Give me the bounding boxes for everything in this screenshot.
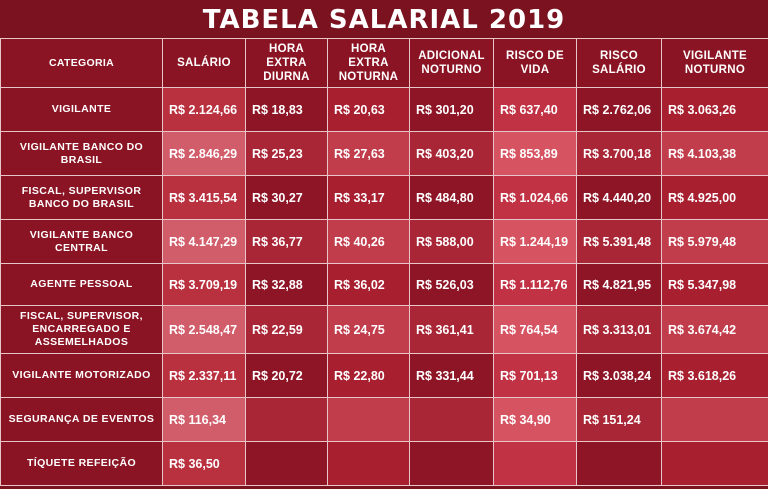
cell-hora-extra-noturna — [327, 441, 410, 486]
cell-hora-extra-noturna: R$ 27,63 — [327, 131, 410, 176]
cell-vigilante-noturno: R$ 3.063,26 — [661, 87, 768, 132]
cell-salario: R$ 36,50 — [162, 441, 246, 486]
header-categoria: CATEGORIA — [0, 38, 163, 88]
cell-adicional-noturno — [409, 441, 494, 486]
cell-vigilante-noturno: R$ 4.925,00 — [661, 175, 768, 220]
row-category: FISCAL, SUPERVISOR BANCO DO BRASIL — [0, 175, 163, 220]
cell-hora-extra-noturna — [327, 397, 410, 442]
cell-vigilante-noturno — [661, 397, 768, 442]
cell-salario: R$ 2.124,66 — [162, 87, 246, 132]
cell-hora-extra-diurna: R$ 22,59 — [245, 305, 328, 354]
cell-adicional-noturno — [409, 397, 494, 442]
cell-risco-salario: R$ 4.821,95 — [576, 263, 662, 306]
row-category: TÍQUETE REFEIÇÃO — [0, 441, 163, 486]
cell-hora-extra-noturna: R$ 24,75 — [327, 305, 410, 354]
cell-risco-salario — [576, 441, 662, 486]
cell-risco-de-vida: R$ 701,13 — [493, 353, 577, 398]
cell-vigilante-noturno: R$ 3.618,26 — [661, 353, 768, 398]
cell-salario: R$ 4.147,29 — [162, 219, 246, 264]
cell-risco-de-vida: R$ 764,54 — [493, 305, 577, 354]
cell-hora-extra-diurna: R$ 20,72 — [245, 353, 328, 398]
table-row: VIGILANTE BANCO DO BRASIL R$ 2.846,29 R$… — [0, 131, 768, 176]
cell-adicional-noturno: R$ 331,44 — [409, 353, 494, 398]
table-row: FISCAL, SUPERVISOR BANCO DO BRASIL R$ 3.… — [0, 175, 768, 220]
table-row: TÍQUETE REFEIÇÃO R$ 36,50 — [0, 441, 768, 486]
cell-hora-extra-diurna: R$ 30,27 — [245, 175, 328, 220]
cell-vigilante-noturno — [661, 441, 768, 486]
cell-vigilante-noturno: R$ 5.347,98 — [661, 263, 768, 306]
header-vigilante-noturno: VIGILANTE NOTURNO — [661, 38, 768, 88]
cell-hora-extra-noturna: R$ 22,80 — [327, 353, 410, 398]
cell-salario: R$ 2.337,11 — [162, 353, 246, 398]
cell-hora-extra-noturna: R$ 36,02 — [327, 263, 410, 306]
cell-risco-de-vida: R$ 853,89 — [493, 131, 577, 176]
table-row: SEGURANÇA DE EVENTOS R$ 116,34 R$ 34,90 … — [0, 397, 768, 442]
cell-risco-salario: R$ 5.391,48 — [576, 219, 662, 264]
table-row: AGENTE PESSOAL R$ 3.709,19 R$ 32,88 R$ 3… — [0, 263, 768, 306]
row-category: VIGILANTE — [0, 87, 163, 132]
cell-adicional-noturno: R$ 588,00 — [409, 219, 494, 264]
cell-hora-extra-diurna — [245, 441, 328, 486]
header-risco-salario: RISCO SALÁRIO — [576, 38, 662, 88]
header-row: CATEGORIA SALÁRIO HORA EXTRA DIURNA HORA… — [0, 38, 768, 88]
cell-risco-salario: R$ 3.038,24 — [576, 353, 662, 398]
salary-table: CATEGORIA SALÁRIO HORA EXTRA DIURNA HORA… — [0, 38, 768, 486]
row-category: VIGILANTE BANCO CENTRAL — [0, 219, 163, 264]
header-hora-extra-noturna: HORA EXTRA NOTURNA — [327, 38, 410, 88]
row-category: VIGILANTE MOTORIZADO — [0, 353, 163, 398]
cell-hora-extra-noturna: R$ 20,63 — [327, 87, 410, 132]
cell-risco-de-vida: R$ 1.244,19 — [493, 219, 577, 264]
cell-risco-salario: R$ 3.700,18 — [576, 131, 662, 176]
cell-risco-de-vida: R$ 637,40 — [493, 87, 577, 132]
cell-hora-extra-diurna: R$ 36,77 — [245, 219, 328, 264]
cell-hora-extra-noturna: R$ 33,17 — [327, 175, 410, 220]
cell-risco-de-vida — [493, 441, 577, 486]
cell-hora-extra-noturna: R$ 40,26 — [327, 219, 410, 264]
cell-hora-extra-diurna: R$ 32,88 — [245, 263, 328, 306]
cell-adicional-noturno: R$ 301,20 — [409, 87, 494, 132]
cell-risco-salario: R$ 3.313,01 — [576, 305, 662, 354]
cell-hora-extra-diurna: R$ 18,83 — [245, 87, 328, 132]
cell-adicional-noturno: R$ 526,03 — [409, 263, 494, 306]
cell-adicional-noturno: R$ 403,20 — [409, 131, 494, 176]
cell-salario: R$ 2.548,47 — [162, 305, 246, 354]
table-row: VIGILANTE R$ 2.124,66 R$ 18,83 R$ 20,63 … — [0, 87, 768, 132]
cell-adicional-noturno: R$ 484,80 — [409, 175, 494, 220]
table-row: VIGILANTE MOTORIZADO R$ 2.337,11 R$ 20,7… — [0, 353, 768, 398]
header-hora-extra-diurna: HORA EXTRA DIURNA — [245, 38, 328, 88]
header-salario: SALÁRIO — [162, 38, 246, 88]
table-row: VIGILANTE BANCO CENTRAL R$ 4.147,29 R$ 3… — [0, 219, 768, 264]
cell-salario: R$ 3.415,54 — [162, 175, 246, 220]
cell-risco-salario: R$ 151,24 — [576, 397, 662, 442]
cell-salario: R$ 116,34 — [162, 397, 246, 442]
cell-salario: R$ 2.846,29 — [162, 131, 246, 176]
cell-risco-de-vida: R$ 1.024,66 — [493, 175, 577, 220]
header-adicional-noturno: ADICIONAL NOTURNO — [409, 38, 494, 88]
cell-hora-extra-diurna: R$ 25,23 — [245, 131, 328, 176]
row-category: VIGILANTE BANCO DO BRASIL — [0, 131, 163, 176]
header-risco-de-vida: RISCO DE VIDA — [493, 38, 577, 88]
cell-risco-de-vida: R$ 1.112,76 — [493, 263, 577, 306]
row-category: AGENTE PESSOAL — [0, 263, 163, 306]
cell-vigilante-noturno: R$ 5.979,48 — [661, 219, 768, 264]
table-row: FISCAL, SUPERVISOR, ENCARREGADO E ASSEME… — [0, 305, 768, 354]
cell-risco-de-vida: R$ 34,90 — [493, 397, 577, 442]
row-category: SEGURANÇA DE EVENTOS — [0, 397, 163, 442]
cell-risco-salario: R$ 2.762,06 — [576, 87, 662, 132]
cell-salario: R$ 3.709,19 — [162, 263, 246, 306]
cell-risco-salario: R$ 4.440,20 — [576, 175, 662, 220]
cell-vigilante-noturno: R$ 3.674,42 — [661, 305, 768, 354]
row-category: FISCAL, SUPERVISOR, ENCARREGADO E ASSEME… — [0, 305, 163, 354]
cell-hora-extra-diurna — [245, 397, 328, 442]
page-title: TABELA SALARIAL 2019 — [202, 5, 566, 35]
cell-vigilante-noturno: R$ 4.103,38 — [661, 131, 768, 176]
cell-adicional-noturno: R$ 361,41 — [409, 305, 494, 354]
